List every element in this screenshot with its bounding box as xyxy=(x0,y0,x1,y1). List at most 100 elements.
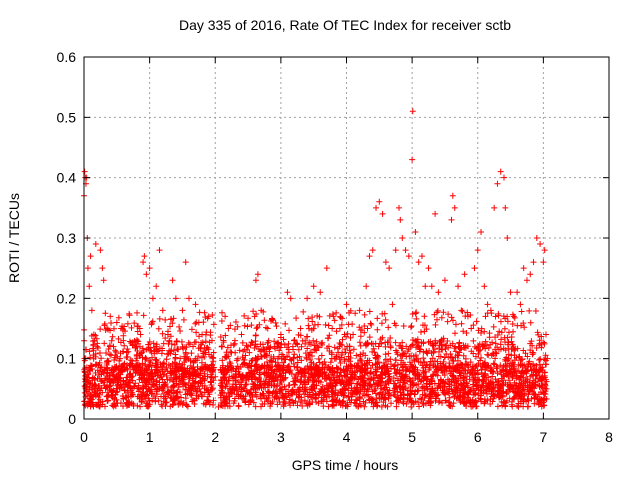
data-point xyxy=(419,391,426,398)
data-point xyxy=(339,336,346,343)
data-point xyxy=(428,283,435,290)
data-point xyxy=(182,259,189,266)
data-point xyxy=(333,328,340,335)
data-point xyxy=(407,324,414,331)
data-point xyxy=(472,391,479,398)
data-point xyxy=(361,392,368,399)
data-point xyxy=(346,347,353,354)
data-point xyxy=(532,391,539,398)
data-point xyxy=(258,354,265,361)
data-point xyxy=(456,339,463,346)
data-point xyxy=(337,313,344,320)
data-point xyxy=(130,383,137,390)
data-point xyxy=(515,400,522,407)
data-point xyxy=(261,317,268,324)
x-tick-label: 2 xyxy=(211,429,219,445)
data-point xyxy=(379,364,386,371)
data-point xyxy=(134,328,141,335)
data-point xyxy=(149,390,156,397)
data-point xyxy=(252,382,259,389)
data-point xyxy=(451,204,458,211)
data-point xyxy=(202,314,209,321)
data-point xyxy=(103,384,110,391)
data-point xyxy=(449,340,456,347)
data-point xyxy=(199,382,206,389)
data-point xyxy=(112,354,119,361)
data-point xyxy=(477,357,484,364)
data-point xyxy=(202,349,209,356)
data-point xyxy=(142,354,149,361)
data-point xyxy=(339,386,346,393)
data-point xyxy=(106,378,113,385)
data-point xyxy=(486,334,493,341)
data-point xyxy=(408,342,415,349)
data-point xyxy=(421,359,428,366)
data-point xyxy=(511,394,518,401)
data-point xyxy=(437,380,444,387)
data-point xyxy=(325,322,332,329)
data-point xyxy=(525,391,532,398)
data-point xyxy=(121,342,128,349)
data-point xyxy=(480,343,487,350)
x-axis-label: GPS time / hours xyxy=(292,457,399,473)
data-point xyxy=(95,345,102,352)
data-point xyxy=(295,346,302,353)
data-point xyxy=(152,370,159,377)
data-point xyxy=(398,357,405,364)
data-point xyxy=(204,397,211,404)
data-point xyxy=(423,392,430,399)
data-point xyxy=(134,347,141,354)
data-point xyxy=(172,355,179,362)
data-point xyxy=(362,380,369,387)
data-point xyxy=(308,386,315,393)
data-point xyxy=(376,395,383,402)
data-point xyxy=(385,350,392,357)
data-point xyxy=(165,388,172,395)
data-point xyxy=(340,398,347,405)
data-point xyxy=(223,400,230,407)
data-point xyxy=(220,339,227,346)
data-point xyxy=(542,352,549,359)
data-point xyxy=(304,363,311,370)
data-point xyxy=(200,366,207,373)
data-point xyxy=(514,289,521,296)
data-point xyxy=(171,341,178,348)
data-point xyxy=(121,387,128,394)
data-point xyxy=(352,310,359,317)
data-point xyxy=(452,384,459,391)
data-point xyxy=(140,384,147,391)
data-point xyxy=(190,396,197,403)
data-point xyxy=(348,362,355,369)
data-point xyxy=(372,368,379,375)
data-point xyxy=(331,377,338,384)
data-point xyxy=(292,340,299,347)
data-point xyxy=(258,403,265,410)
data-point xyxy=(181,374,188,381)
data-point xyxy=(289,386,296,393)
data-point xyxy=(100,379,107,386)
data-point xyxy=(435,399,442,406)
y-tick-label: 0.2 xyxy=(57,290,77,306)
data-point xyxy=(115,376,122,383)
data-point xyxy=(482,338,489,345)
data-point xyxy=(365,391,372,398)
data-point xyxy=(530,349,537,356)
data-point xyxy=(109,392,116,399)
data-point xyxy=(371,349,378,356)
y-axis-ticks: 0 0.1 0.2 0.3 0.4 0.5 0.6 xyxy=(57,49,609,427)
data-point xyxy=(152,398,159,405)
data-point xyxy=(246,369,253,376)
data-point xyxy=(461,384,468,391)
data-point xyxy=(179,307,186,314)
data-point xyxy=(439,387,446,394)
data-point xyxy=(225,325,232,332)
data-point xyxy=(437,360,444,367)
data-point xyxy=(415,259,422,266)
data-point xyxy=(361,322,368,329)
data-point xyxy=(135,364,142,371)
data-point xyxy=(96,383,103,390)
data-point xyxy=(171,396,178,403)
data-point xyxy=(460,328,467,335)
data-point xyxy=(226,403,233,410)
data-point xyxy=(220,394,227,401)
